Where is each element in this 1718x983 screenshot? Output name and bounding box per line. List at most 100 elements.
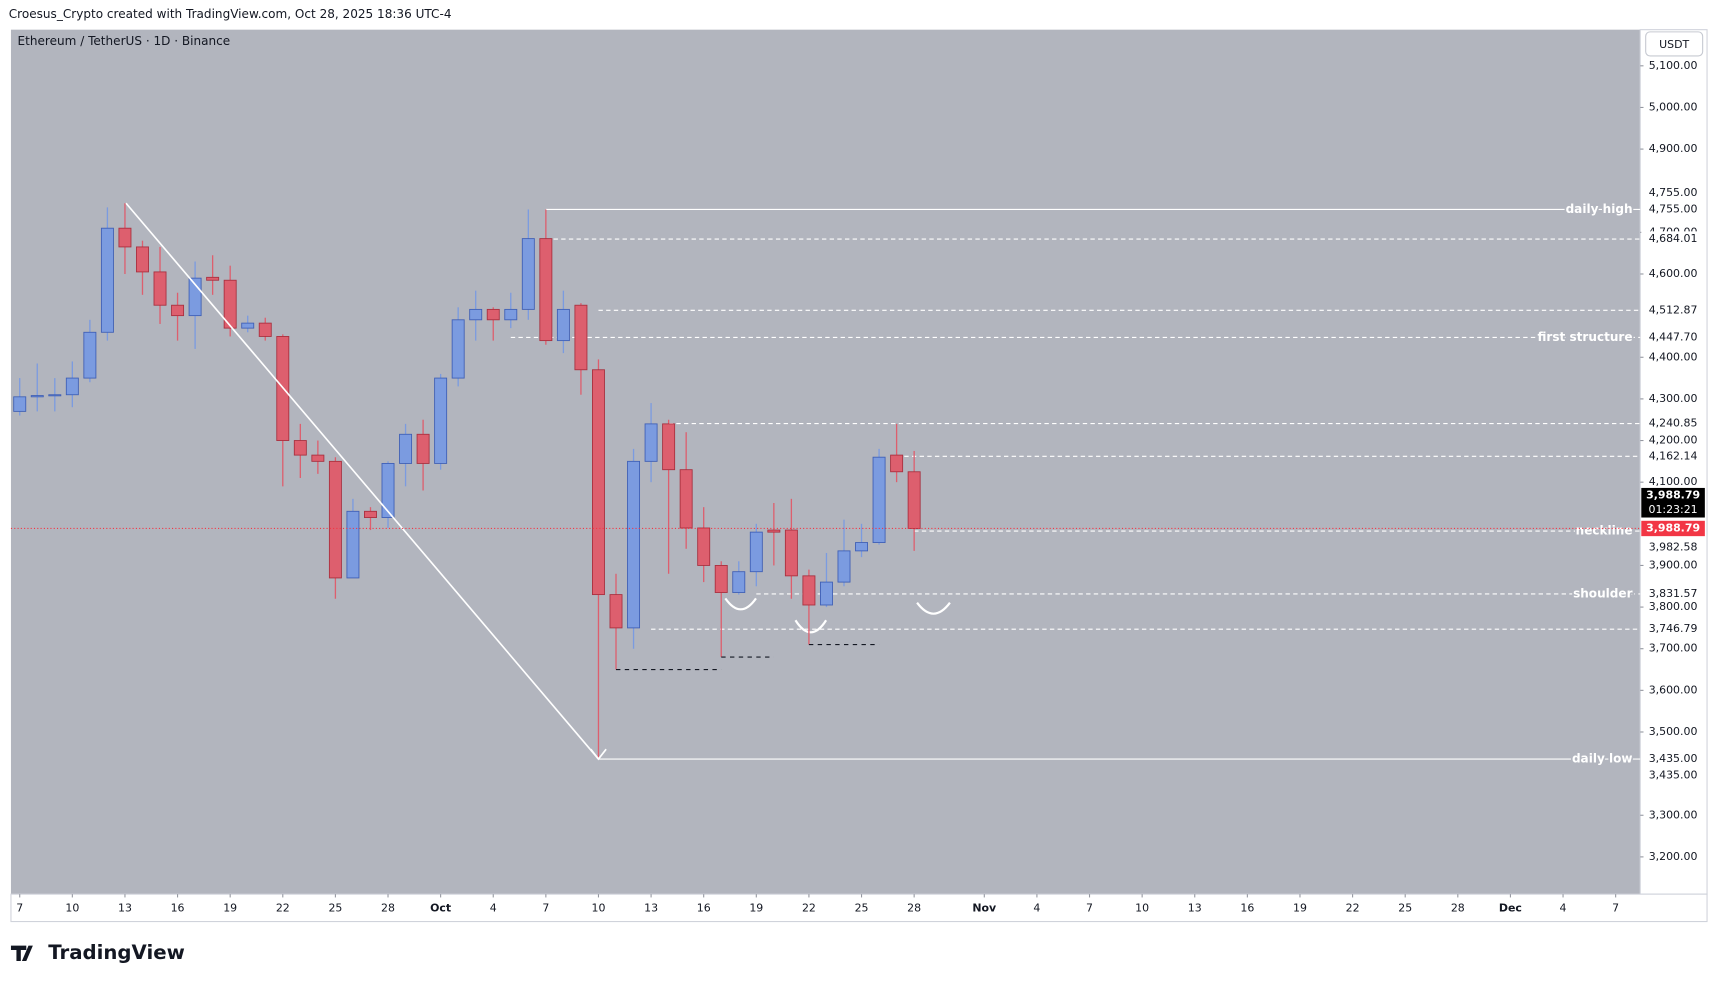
candle-body xyxy=(258,322,272,337)
candle-body xyxy=(627,460,641,629)
candle-body xyxy=(697,527,711,566)
level-price-label: 3,435.00 xyxy=(1649,752,1698,765)
currency-button[interactable] xyxy=(1645,31,1704,57)
level-name: neckline xyxy=(1576,524,1633,538)
x-tick-label: 7 xyxy=(16,901,23,914)
price-countdown: 01:23:21 xyxy=(1649,503,1698,516)
level-price-label: 3,435.00 xyxy=(1649,768,1698,781)
x-tick-label: 4 xyxy=(490,901,497,914)
level-name: daily low xyxy=(1572,752,1633,766)
level-name: first structure xyxy=(1538,330,1633,344)
level-name: shoulder xyxy=(1573,586,1633,600)
x-tick-label: 28 xyxy=(907,901,921,914)
level-price-box xyxy=(1641,201,1705,218)
candle-body xyxy=(293,440,307,456)
candle-body xyxy=(679,469,693,529)
x-tick-label: 10 xyxy=(592,901,606,914)
x-tick-label: 7 xyxy=(1612,901,1619,914)
candle-body xyxy=(13,396,27,412)
x-tick-label: 7 xyxy=(1086,901,1093,914)
candle-body xyxy=(364,510,377,519)
candle-body xyxy=(907,471,921,529)
x-tick-label: 4 xyxy=(1033,901,1040,914)
candle-body xyxy=(346,510,360,579)
candle-body xyxy=(486,308,500,321)
x-tick-label: 16 xyxy=(1240,901,1254,914)
y-tick-label: 3,200.00 xyxy=(1649,850,1698,863)
tv-logo: TradingView xyxy=(10,941,185,964)
level-price-label: 4,755.00 xyxy=(1649,202,1698,215)
x-tick-label: 22 xyxy=(1346,901,1360,914)
candle-body xyxy=(399,433,413,464)
x-tick-label: 10 xyxy=(1135,901,1149,914)
x-tick-label: 4 xyxy=(1560,901,1567,914)
x-tick-label: 25 xyxy=(328,901,342,914)
candle-body xyxy=(100,227,114,333)
level-price-box xyxy=(1641,751,1705,767)
candle-body xyxy=(784,529,798,577)
candle-body xyxy=(609,594,623,629)
x-tick-label: 13 xyxy=(1188,901,1202,914)
y-tick-label: 3,700.00 xyxy=(1649,642,1698,655)
candle-body xyxy=(662,423,676,471)
level-price-label: 3,746.79 xyxy=(1649,622,1698,635)
candle-body xyxy=(837,550,851,583)
y-tick-label: 3,500.00 xyxy=(1649,725,1698,738)
x-tick-label: 28 xyxy=(381,901,395,914)
candle-body xyxy=(855,542,868,552)
candle-body xyxy=(521,238,535,310)
price-countdown-price: 3,988.79 xyxy=(1646,489,1700,502)
candle-body xyxy=(311,454,325,462)
drop-arrow xyxy=(125,202,600,760)
candle-body xyxy=(556,308,570,342)
candle-body xyxy=(206,276,220,281)
attribution: Croesus_Crypto created with TradingView.… xyxy=(9,7,452,21)
candle-body xyxy=(819,581,833,606)
y-tick-label: 3,600.00 xyxy=(1649,683,1698,696)
x-tick-label: 19 xyxy=(1293,901,1307,914)
candle-body xyxy=(223,279,237,329)
candle-body xyxy=(872,456,886,543)
logo-text: TradingView xyxy=(48,941,185,964)
level-price-label: 4,162.14 xyxy=(1649,449,1698,462)
x-tick-label: 22 xyxy=(802,901,816,914)
candle-body xyxy=(714,565,728,593)
candle-body xyxy=(48,394,62,397)
pattern-arcs xyxy=(724,597,951,634)
y-tick-label: 4,300.00 xyxy=(1649,392,1698,405)
level-price-box xyxy=(1641,539,1705,556)
y-tick-label: 5,100.00 xyxy=(1649,59,1698,72)
candle-body xyxy=(65,377,79,396)
x-tick-label: Nov xyxy=(972,901,996,914)
level-price-box xyxy=(1641,767,1705,784)
arc xyxy=(794,619,828,634)
candle-body xyxy=(574,304,588,371)
currency-label[interactable]: USDT xyxy=(1659,38,1689,51)
candle-body xyxy=(434,377,448,464)
y-tick-label: 4,100.00 xyxy=(1649,475,1698,488)
level-price-label: 4,240.85 xyxy=(1649,417,1698,430)
x-tick-label: 28 xyxy=(1451,901,1465,914)
price-countdown-box xyxy=(1641,487,1705,518)
x-tick-label: 16 xyxy=(697,901,711,914)
x-tick-label: 22 xyxy=(276,901,290,914)
level-price-box xyxy=(1641,302,1705,318)
candle-body xyxy=(539,238,553,342)
level-price-box xyxy=(1641,586,1705,602)
candle-body xyxy=(767,529,781,533)
candle-body xyxy=(592,369,605,596)
level-name: daily high xyxy=(1566,202,1633,216)
level-price-label: 4,512.87 xyxy=(1649,303,1698,316)
candle-body xyxy=(171,304,185,317)
x-tick-label: Dec xyxy=(1499,901,1522,914)
candle-body xyxy=(136,246,149,273)
level-price-box xyxy=(1641,621,1705,637)
candle-body xyxy=(381,462,395,519)
candle-body xyxy=(153,271,167,306)
arc xyxy=(916,602,951,615)
y-tick-label: 4,400.00 xyxy=(1649,350,1698,363)
level-price-box xyxy=(1641,231,1705,247)
y-tick-label: 3,300.00 xyxy=(1649,808,1698,821)
candle-body xyxy=(241,322,255,329)
